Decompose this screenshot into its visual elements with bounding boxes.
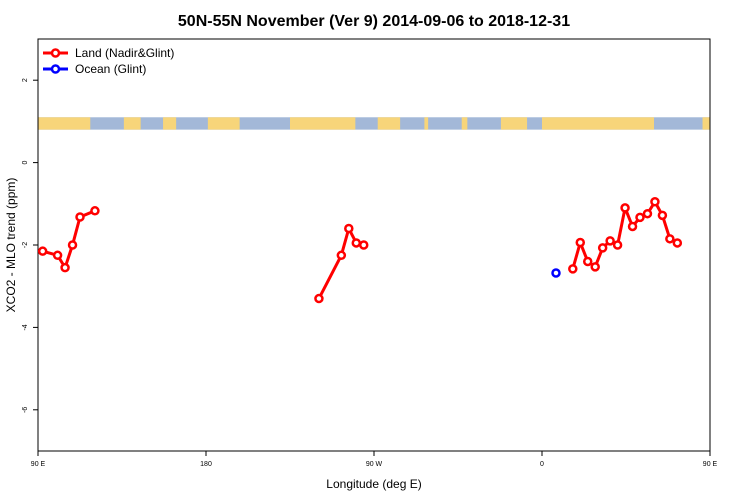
land-band bbox=[424, 117, 429, 130]
data-point bbox=[67, 240, 78, 250]
data-point bbox=[336, 250, 347, 261]
x-tick-label: 90 W bbox=[366, 461, 383, 468]
data-point bbox=[551, 268, 561, 278]
y-tick-label: -6 bbox=[22, 407, 29, 413]
data-point bbox=[627, 221, 638, 232]
x-tick-label: 180 bbox=[200, 461, 212, 468]
data-point bbox=[620, 203, 630, 213]
land-band bbox=[500, 117, 528, 130]
data-point bbox=[358, 240, 369, 250]
y-axis: -6 -4 -2 0 2 bbox=[22, 78, 38, 413]
data-point bbox=[90, 206, 100, 216]
data-point bbox=[37, 246, 48, 256]
x-tick-label: 90 E bbox=[31, 461, 46, 468]
series-land bbox=[37, 196, 683, 304]
data-point bbox=[612, 240, 623, 250]
data-point bbox=[672, 238, 683, 248]
data-point bbox=[60, 262, 70, 273]
land-band bbox=[702, 117, 710, 130]
data-point bbox=[650, 196, 660, 207]
x-axis: 90 E 180 90 W 0 90 E bbox=[31, 451, 718, 468]
y-tick-label: -2 bbox=[22, 242, 29, 248]
series-line bbox=[42, 209, 96, 270]
land-band bbox=[207, 117, 240, 130]
y-tick-label: 0 bbox=[22, 161, 29, 165]
y-axis-label: XCO2 - MLO trend (ppm) bbox=[4, 178, 18, 313]
data-point bbox=[605, 236, 615, 246]
series-layer bbox=[37, 196, 683, 304]
data-point bbox=[657, 210, 668, 221]
land-band bbox=[377, 117, 401, 130]
land-ocean-strip bbox=[38, 117, 710, 130]
legend-label: Land (Nadir&Glint) bbox=[75, 46, 174, 60]
data-point bbox=[568, 264, 578, 274]
data-point bbox=[351, 238, 362, 248]
legend: Land (Nadir&Glint) Ocean (Glint) bbox=[43, 46, 174, 76]
land-band bbox=[123, 117, 141, 130]
data-point bbox=[590, 262, 600, 272]
x-tick-label: 0 bbox=[540, 461, 544, 468]
legend-marker bbox=[50, 48, 61, 58]
data-point bbox=[597, 243, 608, 253]
land-band bbox=[461, 117, 468, 130]
data-point bbox=[635, 212, 645, 223]
y-tick-label: 2 bbox=[22, 78, 29, 82]
data-point bbox=[52, 250, 63, 261]
chart-title: 50N-55N November (Ver 9) 2014-09-06 to 2… bbox=[178, 13, 570, 30]
y-tick-label: -4 bbox=[22, 324, 29, 330]
legend-marker bbox=[50, 64, 61, 74]
data-point bbox=[344, 223, 354, 234]
data-point bbox=[665, 234, 675, 244]
data-point bbox=[75, 212, 85, 222]
data-point bbox=[314, 293, 324, 304]
legend-label: Ocean (Glint) bbox=[75, 62, 146, 76]
x-axis-label: Longitude (deg E) bbox=[326, 477, 421, 491]
series-ocean bbox=[551, 268, 561, 278]
land-band bbox=[542, 117, 654, 130]
land-band bbox=[38, 117, 91, 130]
x-tick-label: 90 E bbox=[703, 461, 718, 468]
land-band bbox=[163, 117, 177, 130]
data-point bbox=[642, 208, 653, 219]
land-band bbox=[290, 117, 356, 130]
data-point bbox=[582, 256, 593, 267]
data-point bbox=[575, 237, 586, 248]
